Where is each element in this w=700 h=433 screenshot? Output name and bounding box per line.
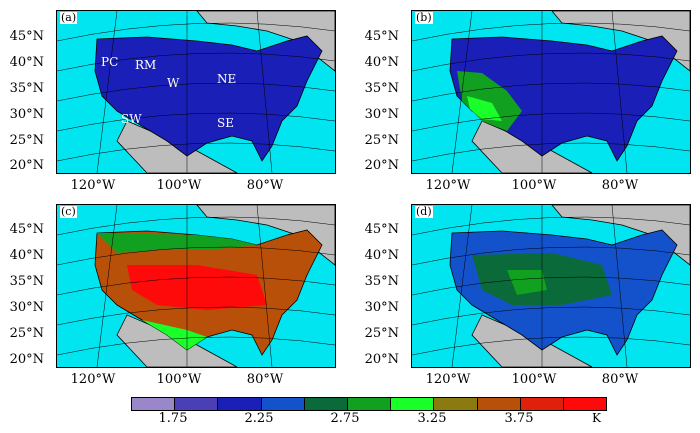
colorbar-unit: K: [592, 411, 601, 425]
colorbar-tick-label: 1.75: [158, 411, 188, 426]
map-b: [412, 11, 690, 173]
lat-label: 30°N: [364, 107, 399, 122]
colorbar-swatch: [563, 398, 607, 410]
lat-label: 20°N: [9, 352, 44, 367]
lat-label: 35°N: [9, 81, 44, 96]
lon-label: 80°W: [601, 178, 639, 193]
lat-label: 20°N: [9, 158, 44, 173]
lat-label: 30°N: [9, 300, 44, 315]
lat-label: 25°N: [364, 326, 399, 341]
lat-label: 25°N: [9, 326, 44, 341]
lon-label: 120°W: [70, 178, 116, 193]
lat-label: 35°N: [9, 274, 44, 289]
lat-label: 40°N: [9, 55, 44, 70]
panel-tag-a: (a): [60, 11, 78, 24]
panel-tag-c: (c): [60, 205, 77, 218]
lon-label: 100°W: [156, 178, 202, 193]
lat-label: 40°N: [9, 248, 44, 263]
lon-label: 80°W: [246, 178, 284, 193]
colorbar-swatch: [218, 398, 262, 410]
lat-label: 25°N: [364, 133, 399, 148]
map-a: PC RM W NE SW SE: [57, 11, 335, 173]
lat-label: 35°N: [364, 81, 399, 96]
region-label-rm: RM: [135, 58, 156, 72]
panel-tag-d: (d): [415, 205, 433, 218]
colorbar-swatch: [261, 398, 305, 410]
region-label-w: W: [167, 76, 180, 90]
lat-label: 45°N: [364, 29, 399, 44]
map-frame-d: (d): [411, 204, 691, 368]
colorbar-tick-label: 3.25: [417, 411, 447, 426]
lat-label: 30°N: [9, 107, 44, 122]
colorbar-tick-label: 2.25: [244, 411, 274, 426]
colorbar-swatch: [477, 398, 521, 410]
lon-label: 120°W: [70, 372, 116, 387]
lat-label: 25°N: [9, 133, 44, 148]
colorbar-swatch: [434, 398, 478, 410]
colorbar-swatch: [347, 398, 392, 410]
colorbar: [131, 397, 607, 411]
lat-label: 30°N: [364, 300, 399, 315]
lat-label: 45°N: [364, 222, 399, 237]
lat-label: 40°N: [364, 55, 399, 70]
colorbar-tick-label: 3.75: [504, 411, 534, 426]
map-d: [412, 205, 690, 367]
lon-label: 100°W: [511, 178, 557, 193]
lon-label: 120°W: [425, 372, 471, 387]
panel-tag-b: (b): [415, 11, 433, 24]
lat-label: 20°N: [364, 352, 399, 367]
colorbar-swatch: [304, 398, 348, 410]
map-frame-b: (b): [411, 10, 691, 174]
region-label-pc: PC: [101, 55, 118, 69]
lon-label: 80°W: [601, 372, 639, 387]
colorbar-swatch: [391, 398, 435, 410]
region-label-sw: SW: [121, 112, 142, 126]
lon-label: 100°W: [511, 372, 557, 387]
lat-label: 35°N: [364, 274, 399, 289]
colorbar-swatch: [132, 398, 176, 410]
lon-label: 120°W: [425, 178, 471, 193]
map-frame-c: (c): [56, 204, 336, 368]
lat-label: 40°N: [364, 248, 399, 263]
colorbar-swatch: [175, 398, 219, 410]
region-label-se: SE: [217, 116, 234, 130]
region-label-ne: NE: [217, 72, 236, 86]
colorbar-tick-label: 2.75: [330, 411, 360, 426]
lat-label: 20°N: [364, 158, 399, 173]
colorbar-swatch: [520, 398, 564, 410]
lon-label: 100°W: [156, 372, 202, 387]
lon-label: 80°W: [246, 372, 284, 387]
map-frame-a: PC RM W NE SW SE (a): [56, 10, 336, 174]
map-c: [57, 205, 335, 367]
lat-label: 45°N: [9, 29, 44, 44]
lat-label: 45°N: [9, 222, 44, 237]
